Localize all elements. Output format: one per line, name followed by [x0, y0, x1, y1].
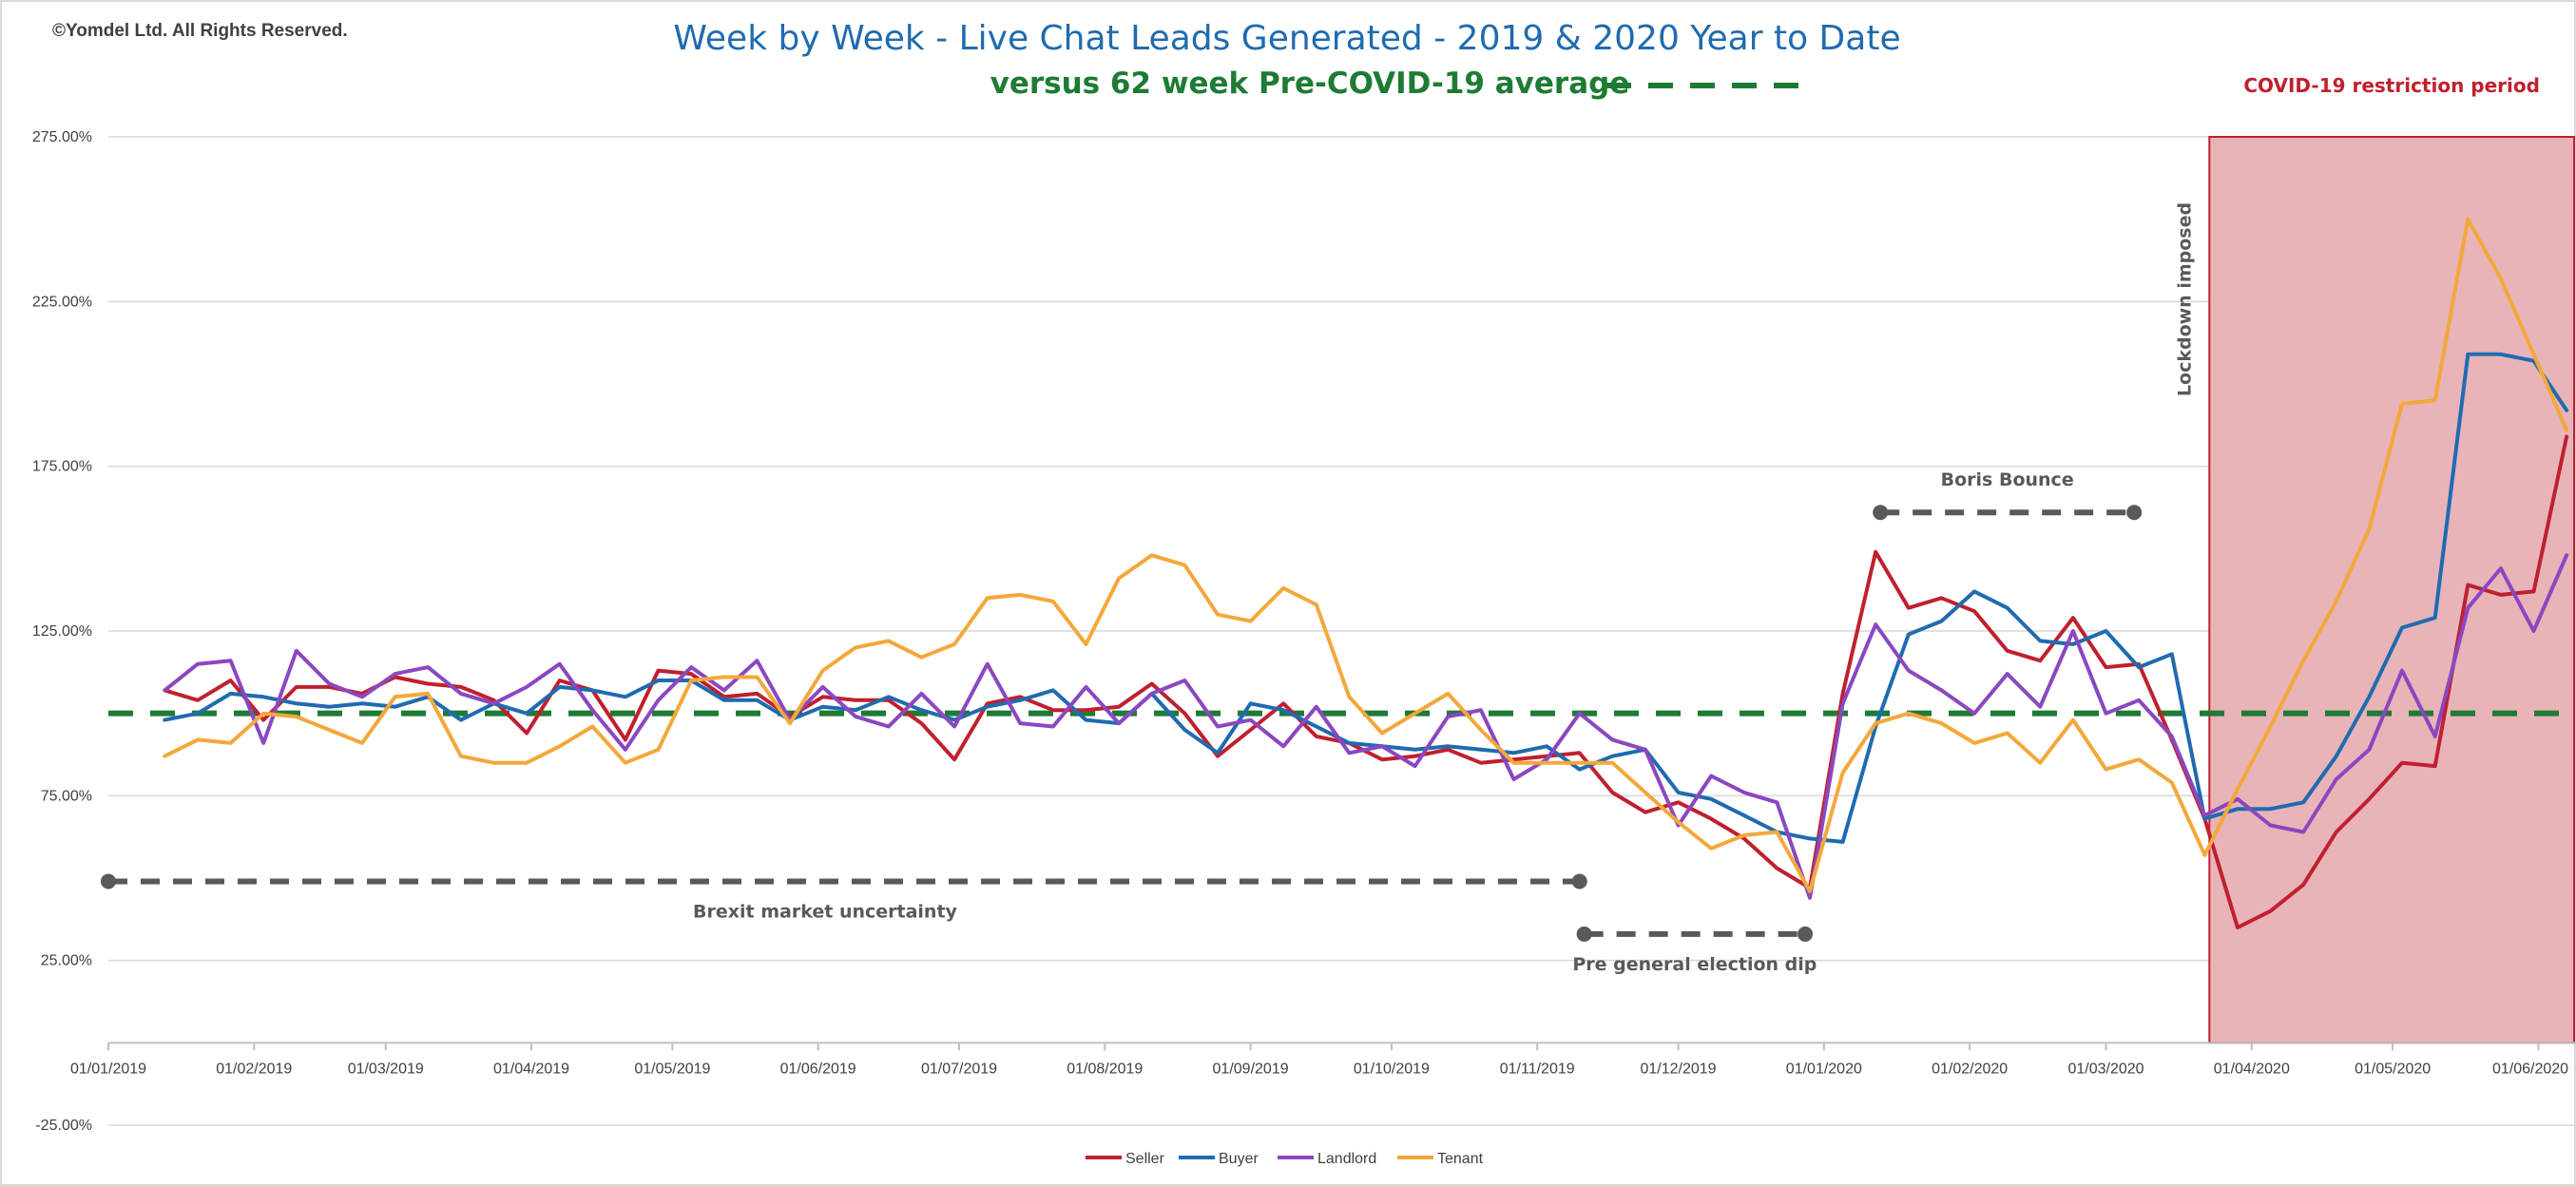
y-tick-label: 75.00%	[41, 788, 92, 804]
y-tick-label: 175.00%	[32, 459, 92, 475]
x-tick-label: 01/09/2019	[1213, 1061, 1289, 1077]
annotation-endpoint	[1797, 926, 1814, 942]
x-tick-label: 01/07/2019	[921, 1061, 997, 1077]
legend: Seller Buyer Landlord Tenant	[1086, 1151, 1484, 1167]
chart-title: Week by Week - Live Chat Leads Generated…	[673, 19, 1900, 58]
chart-subtitle: versus 62 week Pre-COVID-19 average	[990, 67, 1630, 101]
annotation-label: Pre general election dip	[1572, 954, 1817, 975]
legend-label-landlord: Landlord	[1317, 1151, 1376, 1167]
lockdown-label: Lockdown imposed	[2174, 202, 2195, 396]
annotation-endpoint	[101, 873, 116, 890]
covid-region-label: COVID-19 restriction period	[2243, 74, 2540, 97]
x-tick-label: 01/02/2020	[1932, 1061, 2008, 1077]
gridlines	[108, 136, 2576, 1126]
x-tick-label: 01/01/2019	[70, 1061, 146, 1077]
annotation-endpoint	[2126, 505, 2143, 521]
covid-shaded-region-group: COVID-19 restriction period	[2208, 74, 2576, 1044]
y-axis: 275.00% 225.00% 175.00% 125.00% 75.00% 25.00%…	[32, 129, 92, 1134]
x-tick-label: 01/10/2019	[1354, 1061, 1430, 1077]
series-line-buyer	[163, 352, 2569, 844]
x-tick-label: 01/04/2019	[493, 1061, 569, 1077]
legend-label-tenant: Tenant	[1437, 1151, 1484, 1167]
x-tick-label: 01/03/2020	[2067, 1061, 2143, 1077]
x-tick-label: 01/05/2020	[2355, 1061, 2431, 1077]
series-line-tenant	[163, 217, 2569, 893]
annotation-endpoint	[1873, 505, 1889, 521]
x-tick-label: 01/03/2019	[348, 1061, 424, 1077]
covid-restriction-region	[2208, 136, 2576, 1044]
x-tick-label: 01/01/2020	[1786, 1061, 1862, 1077]
y-tick-label: 275.00%	[32, 129, 92, 145]
y-tick-label: 225.00%	[32, 294, 92, 310]
x-tick-label: 01/08/2019	[1067, 1061, 1143, 1077]
x-tick-label: 01/04/2020	[2214, 1061, 2290, 1077]
y-tick-label: 125.00%	[32, 623, 92, 640]
annotation-endpoint	[1571, 873, 1587, 890]
x-tick-label: 01/12/2019	[1641, 1061, 1717, 1077]
copyright-text: ©Yomdel Ltd. All Rights Reserved.	[52, 21, 348, 41]
legend-label-buyer: Buyer	[1219, 1151, 1259, 1167]
x-tick-label: 01/05/2019	[634, 1061, 710, 1077]
annotations: Brexit market uncertainty Pre general ele…	[101, 202, 2195, 975]
x-tick-label: 01/06/2020	[2492, 1061, 2568, 1077]
x-axis: 01/01/2019 01/02/2019 01/03/2019 01/04/2019…	[70, 1042, 2576, 1077]
x-tick-label: 01/11/2019	[1500, 1061, 1575, 1077]
annotation-label: Brexit market uncertainty	[693, 901, 957, 922]
x-tick-label: 01/06/2019	[780, 1061, 856, 1077]
x-tick-label: 01/02/2019	[216, 1061, 292, 1077]
annotation-endpoint	[1576, 926, 1592, 942]
legend-label-seller: Seller	[1125, 1151, 1165, 1167]
y-tick-label: -25.00%	[35, 1118, 92, 1134]
series-line-landlord	[163, 553, 2569, 900]
series-lines	[163, 217, 2569, 929]
annotation-label: Boris Bounce	[1941, 469, 2074, 490]
y-tick-label: 25.00%	[41, 953, 92, 969]
